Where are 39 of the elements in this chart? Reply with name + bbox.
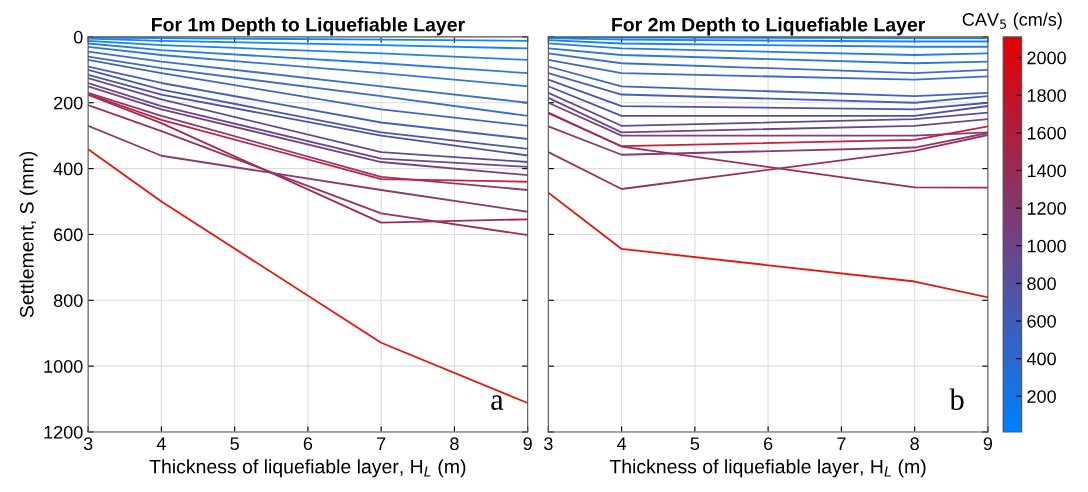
color-bar-label: 2000	[1027, 51, 1066, 65]
x-tick-label: 5	[690, 437, 700, 451]
y-tick-label: 800	[53, 294, 83, 307]
x-tick-label: 5	[230, 437, 239, 451]
x-axis-title: Thickness of liquefiable layer, H$_{L}$ (m)	[149, 459, 466, 478]
y-tick-label: 0	[73, 30, 83, 44]
color-bar-title: CAV$_{5}$ (cm/s)	[962, 12, 1062, 30]
color-bar-label: 1200	[1027, 202, 1066, 215]
y-tick-label: 400	[53, 162, 83, 176]
x-axis-title: Thickness of liquefiable layer, H$_{L}$ (m)	[609, 459, 926, 478]
y-tick-label: 1200	[44, 425, 83, 439]
color-bar-label: 1400	[1027, 164, 1066, 178]
y-tick-label: 600	[54, 228, 83, 242]
annotation: a	[491, 395, 504, 410]
chart-title: For 2m Depth to Liquefiable Layer	[612, 17, 926, 36]
x-tick-label: 3	[83, 437, 93, 451]
color-bar-label: 1000	[1027, 239, 1066, 253]
x-tick-label: 4	[617, 437, 627, 450]
color-bar-label: 1800	[1027, 89, 1066, 102]
color-bar-label: 600	[1027, 314, 1056, 328]
y-tick-label: 1000	[44, 360, 83, 373]
annotation: b	[949, 388, 964, 410]
color-bar-label: 200	[1027, 390, 1056, 403]
x-tick-label: 6	[764, 437, 773, 451]
color-bar-label: 1600	[1027, 126, 1066, 140]
x-tick-label: 4	[156, 437, 166, 450]
x-tick-label: 8	[450, 437, 459, 451]
x-tick-label: 6	[303, 437, 313, 451]
y-axis-title: Settlement, S (mm)	[19, 151, 38, 318]
x-tick-label: 9	[983, 437, 993, 451]
chart-title: For 1m Depth to Liquefiable Layer	[152, 17, 465, 36]
x-tick-label: 7	[837, 437, 846, 450]
x-tick-label: 7	[377, 437, 386, 450]
y-tick-label: 200	[54, 96, 83, 110]
x-tick-label: 8	[910, 437, 919, 451]
x-tick-label: 3	[544, 437, 553, 451]
color-bar-label: 800	[1027, 277, 1056, 291]
x-tick-label: 9	[523, 437, 532, 451]
color-bar-label: 400	[1026, 352, 1056, 366]
